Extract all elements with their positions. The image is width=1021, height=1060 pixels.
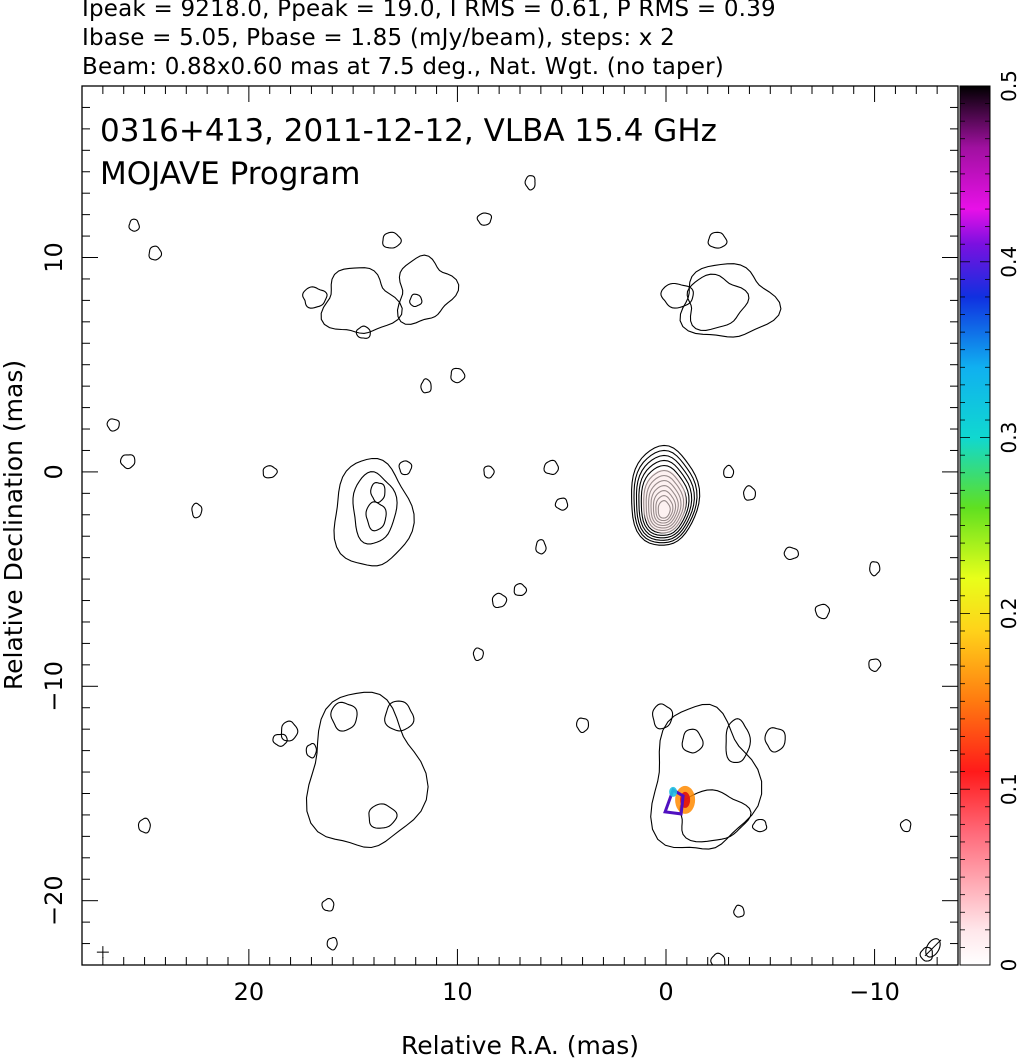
contour-line [764, 727, 786, 753]
core-contour [631, 444, 701, 546]
contour-line [280, 720, 299, 742]
x-tick-label: −10 [849, 978, 900, 1006]
core-contour [635, 454, 695, 541]
header-line-2: Ibase = 5.05, Pbase = 1.85 (mJy/beam), s… [82, 25, 675, 51]
contour-line [330, 701, 358, 732]
y-axis-label: Relative Declination (mas) [0, 360, 28, 690]
contour-island [472, 647, 484, 662]
contour-island [751, 818, 768, 833]
contour-line [652, 703, 674, 730]
contour-line [650, 703, 763, 850]
core-contour [640, 464, 690, 536]
contour-island [710, 952, 726, 965]
contour-line [365, 501, 387, 532]
contour-island [305, 742, 317, 759]
header-line-1: Ipeak = 9218.0, Ppeak = 19.0, I RMS = 0.… [82, 0, 776, 22]
contour-island [513, 583, 528, 596]
colorbar-ticks: 0 0.1 0.2 0.3 0.4 0.5 [960, 70, 1021, 971]
contour-island [743, 485, 756, 501]
x-axis-label: Relative R.A. (mas) [401, 1031, 639, 1060]
contour-island [420, 378, 432, 394]
contour-line [352, 471, 398, 545]
x-tick-label: 0 [658, 978, 673, 1006]
contour-island [543, 459, 559, 475]
plot-frame [81, 85, 959, 966]
contour-line [370, 482, 386, 504]
core-contour [638, 459, 693, 539]
contour-island [554, 497, 569, 511]
x-tick-label: 20 [234, 978, 265, 1006]
contour-line [679, 789, 752, 843]
contour-line [382, 231, 402, 249]
y-tick-label: −10 [40, 661, 68, 712]
contour-island [326, 936, 338, 951]
contour-island [398, 460, 413, 476]
beam-ellipse [925, 938, 941, 958]
contour-island [321, 897, 335, 912]
contour-island [868, 658, 882, 672]
contour-line [305, 691, 429, 849]
contour-island [899, 819, 912, 833]
contour-island [355, 325, 371, 339]
contour-line [320, 267, 403, 334]
x-tick-label: 10 [442, 978, 473, 1006]
contour-island [783, 546, 799, 561]
contour-island [450, 367, 466, 384]
contour-island [869, 561, 881, 577]
colorbar-tick-label: 0.4 [997, 246, 1021, 278]
contour-island [733, 904, 745, 918]
contour-line [660, 282, 694, 309]
contour-island [137, 817, 151, 834]
contour-island [119, 454, 136, 470]
contour-line [302, 286, 328, 309]
polarization-blob [669, 786, 678, 797]
colorbar-tick-label: 0.5 [997, 70, 1021, 102]
y-tick-label: −20 [40, 875, 68, 926]
contour-island [723, 464, 735, 479]
contour-island [128, 218, 140, 232]
contour-line [396, 254, 460, 325]
colorbar-tick-label: 0.2 [997, 597, 1021, 629]
contour-line [681, 728, 704, 754]
contour-island [476, 212, 493, 226]
core-contour [633, 449, 698, 544]
contour-line [707, 231, 728, 249]
colorbar-tick-label: 0.1 [997, 773, 1021, 805]
header-line-3: Beam: 0.88x0.60 mas at 7.5 deg., Nat. Wg… [82, 54, 724, 80]
colorbar-tick-label: 0.3 [997, 422, 1021, 454]
program-annotation: MOJAVE Program [100, 156, 360, 192]
colorbar-tick-label: 0 [997, 959, 1021, 972]
contour-island [272, 733, 288, 747]
contour-island [524, 175, 536, 191]
contour-island [483, 465, 495, 479]
contour-line [368, 803, 398, 829]
polarization-contour [663, 787, 685, 816]
beam-hatch [924, 939, 942, 957]
contour-line [333, 457, 415, 567]
contour-layer [96, 175, 942, 965]
source-annotation: 0316+413, 2011-12-12, VLBA 15.4 GHz [100, 113, 717, 149]
contour-island [919, 946, 933, 962]
contour-line [725, 718, 751, 763]
contour-island [535, 539, 547, 555]
contour-line [679, 263, 782, 338]
axis-ticks: 20 10 0 −10 10 0 −10 −20 [40, 85, 959, 1006]
contour-island [148, 245, 163, 261]
contour-island [262, 465, 278, 479]
contour-line [384, 700, 415, 732]
contour-island [814, 603, 831, 620]
contour-island [191, 502, 203, 519]
contour-island [491, 592, 508, 609]
y-tick-label: 0 [40, 464, 68, 479]
contour-island [409, 293, 423, 308]
contour-line [686, 273, 750, 331]
contour-island [576, 717, 590, 734]
core-fill [642, 469, 686, 534]
contour-island [106, 418, 120, 432]
y-tick-label: 10 [40, 242, 68, 273]
